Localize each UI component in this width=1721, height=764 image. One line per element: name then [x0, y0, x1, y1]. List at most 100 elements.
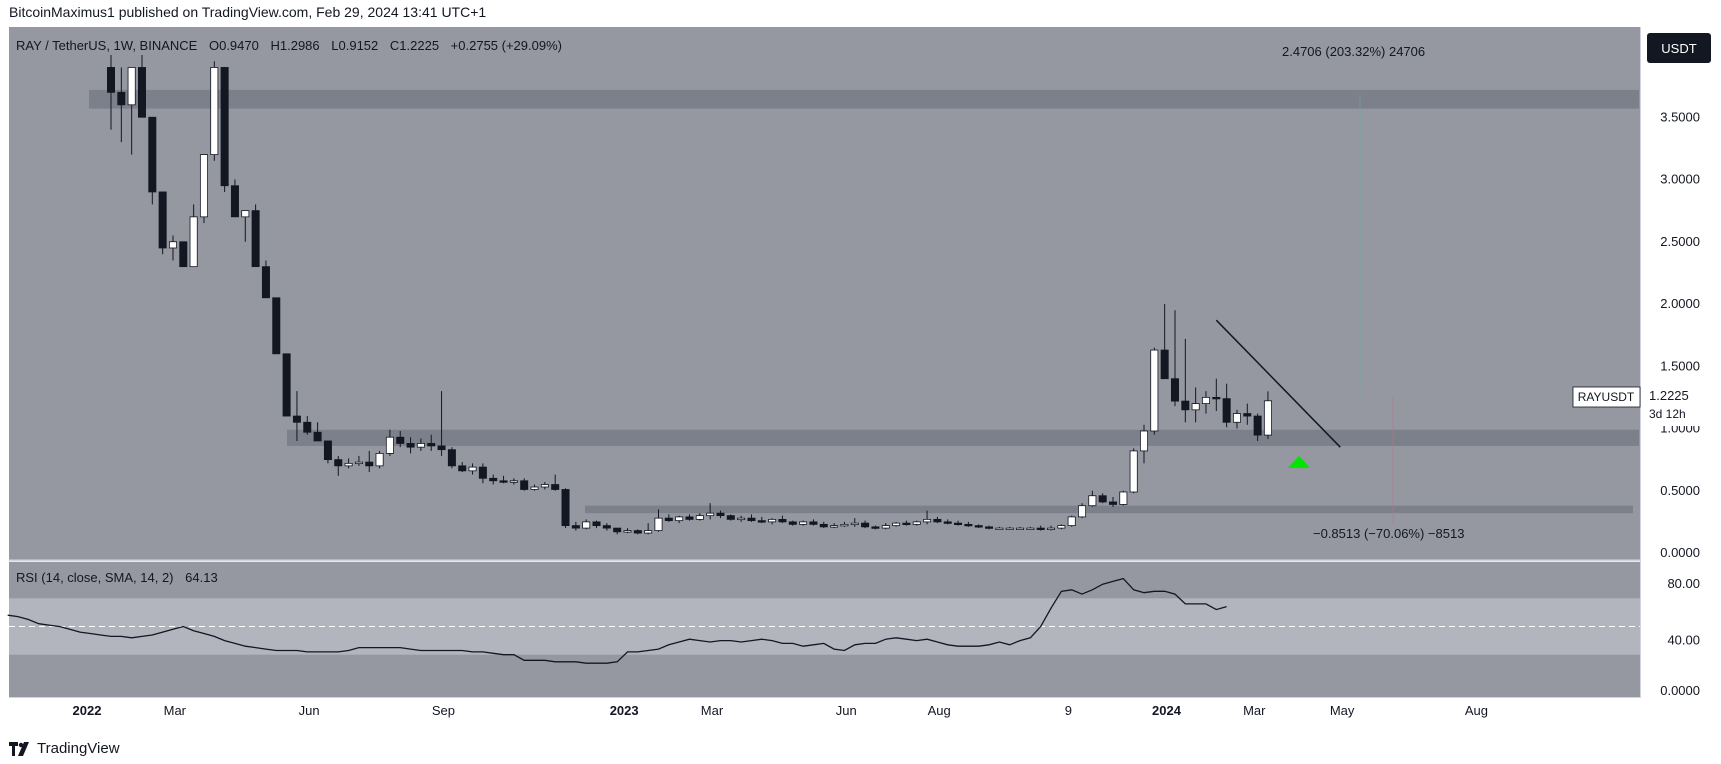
lower-zone	[585, 505, 1633, 514]
candle-bullish	[189, 216, 198, 268]
price-axis[interactable]	[1641, 27, 1721, 697]
candle-bullish	[385, 436, 394, 454]
candle-bearish	[954, 522, 963, 526]
candle-bearish	[1222, 398, 1231, 423]
price-tick-label: 0.0000	[1660, 545, 1700, 560]
legend-c-value: 1.2225	[399, 38, 439, 53]
time-tick-label: 9	[1065, 703, 1072, 718]
trendline[interactable]	[1215, 319, 1341, 448]
candle-bullish	[923, 518, 932, 523]
time-tick-label: 2023	[610, 703, 639, 718]
candle-bearish	[964, 523, 973, 527]
candle-bearish	[788, 521, 797, 525]
candle-bullish	[912, 521, 921, 525]
candle-bearish	[809, 521, 818, 525]
candle-bullish	[1088, 495, 1097, 507]
candle-bullish	[799, 521, 808, 525]
candle-bearish	[179, 241, 188, 268]
candle-bearish	[1243, 413, 1252, 417]
price-tick-label: 2.5000	[1660, 234, 1700, 249]
candle-bearish	[974, 525, 983, 528]
candle-bullish	[1140, 430, 1149, 452]
time-tick-label: Aug	[1465, 703, 1488, 718]
candle-bearish	[1212, 396, 1221, 400]
candle-bullish	[654, 517, 663, 531]
time-ticks-group: 2022 Mar Jun Sep 2023 Mar Jun Aug 9 2024 Mar May Aug	[73, 703, 1488, 718]
measure-down-label: −0.8513 (−70.06%) −8513	[1313, 526, 1464, 541]
tradingview-logo-icon	[9, 741, 29, 756]
candle-bearish	[303, 421, 312, 433]
time-tick-label: Sep	[432, 703, 455, 718]
candle-bullish	[509, 480, 518, 483]
legend-symbol: RAY / TetherUS, 1W, BINANCE	[16, 38, 198, 53]
candle-bullish	[644, 530, 653, 534]
time-tick-label: Mar	[164, 703, 187, 718]
legend-o-value: 0.9470	[219, 38, 259, 53]
candle-bearish	[985, 526, 994, 529]
candle-bullish	[1057, 525, 1066, 529]
price-tag: 1.2225 3d 12h	[1641, 386, 1711, 426]
candle-bearish	[933, 518, 942, 523]
candle-bearish	[613, 527, 622, 533]
candle-bearish	[313, 431, 322, 442]
rsi-legend: RSI (14, close, SMA, 14, 2) 64.13	[16, 570, 218, 585]
candle-bearish	[551, 484, 560, 490]
time-tick-label: Aug	[928, 703, 951, 718]
candle-bearish	[117, 91, 126, 106]
support-zone	[287, 429, 1639, 446]
candle-bullish	[1191, 403, 1200, 411]
symbol-tag-label: RAYUSDT	[1578, 390, 1635, 404]
legend-change: +0.2755 (+29.09%)	[451, 38, 562, 53]
rsi-ticks-group: 80.00 40.00 0.0000	[1660, 576, 1700, 698]
candle-bearish	[334, 459, 343, 467]
price-tag-value: 1.2225	[1649, 388, 1689, 403]
time-tick-label: Mar	[701, 703, 724, 718]
candle-bullish	[1119, 491, 1128, 505]
tradingview-footer: TradingView	[9, 740, 120, 757]
time-tick-label: Jun	[836, 703, 857, 718]
time-tick-label: Jun	[299, 703, 320, 718]
candle-bearish	[664, 517, 673, 522]
candle-bullish	[540, 484, 549, 488]
candle-bullish	[1026, 527, 1035, 530]
candle-bearish	[1109, 501, 1118, 505]
price-tag-countdown: 3d 12h	[1649, 407, 1686, 421]
candle-bearish	[902, 522, 911, 526]
candle-bearish	[592, 521, 601, 527]
legend-h-value: 1.2986	[280, 38, 320, 53]
candle-bullish	[1201, 396, 1210, 404]
candle-bearish	[458, 465, 467, 472]
candle-bearish	[261, 266, 270, 299]
candle-bullish	[468, 466, 477, 472]
legend-c-label: C	[390, 38, 399, 53]
candle-bullish	[995, 527, 1004, 530]
candle-bearish	[489, 477, 498, 482]
price-panel[interactable]	[9, 27, 1640, 560]
candle-bearish	[427, 443, 436, 447]
currency-button[interactable]: USDT	[1647, 33, 1711, 63]
candle-bearish	[1036, 527, 1045, 530]
candle-bearish	[230, 185, 239, 218]
price-tick-label: 3.0000	[1660, 172, 1700, 187]
candle-bearish	[437, 445, 446, 451]
candle-bearish	[148, 116, 157, 193]
candle-bullish	[1016, 527, 1025, 530]
candles-group	[107, 55, 1272, 535]
candle-bullish	[737, 517, 746, 521]
candle-bullish	[1005, 527, 1014, 530]
candle-bullish	[675, 516, 684, 522]
candle-bullish	[416, 443, 425, 448]
candle-bearish	[107, 67, 116, 93]
candle-bearish	[1098, 495, 1107, 503]
candle-bearish	[747, 517, 756, 522]
candle-bearish	[871, 526, 880, 529]
time-axis[interactable]	[9, 697, 1641, 727]
rsi-tick-label: 0.0000	[1660, 683, 1700, 698]
tradingview-brand: TradingView	[37, 740, 120, 757]
candle-bullish	[1129, 450, 1138, 493]
time-tick-label: Mar	[1243, 703, 1266, 718]
candle-bullish	[1263, 400, 1272, 436]
legend-h-label: H	[270, 38, 279, 53]
candle-bullish	[210, 67, 219, 155]
